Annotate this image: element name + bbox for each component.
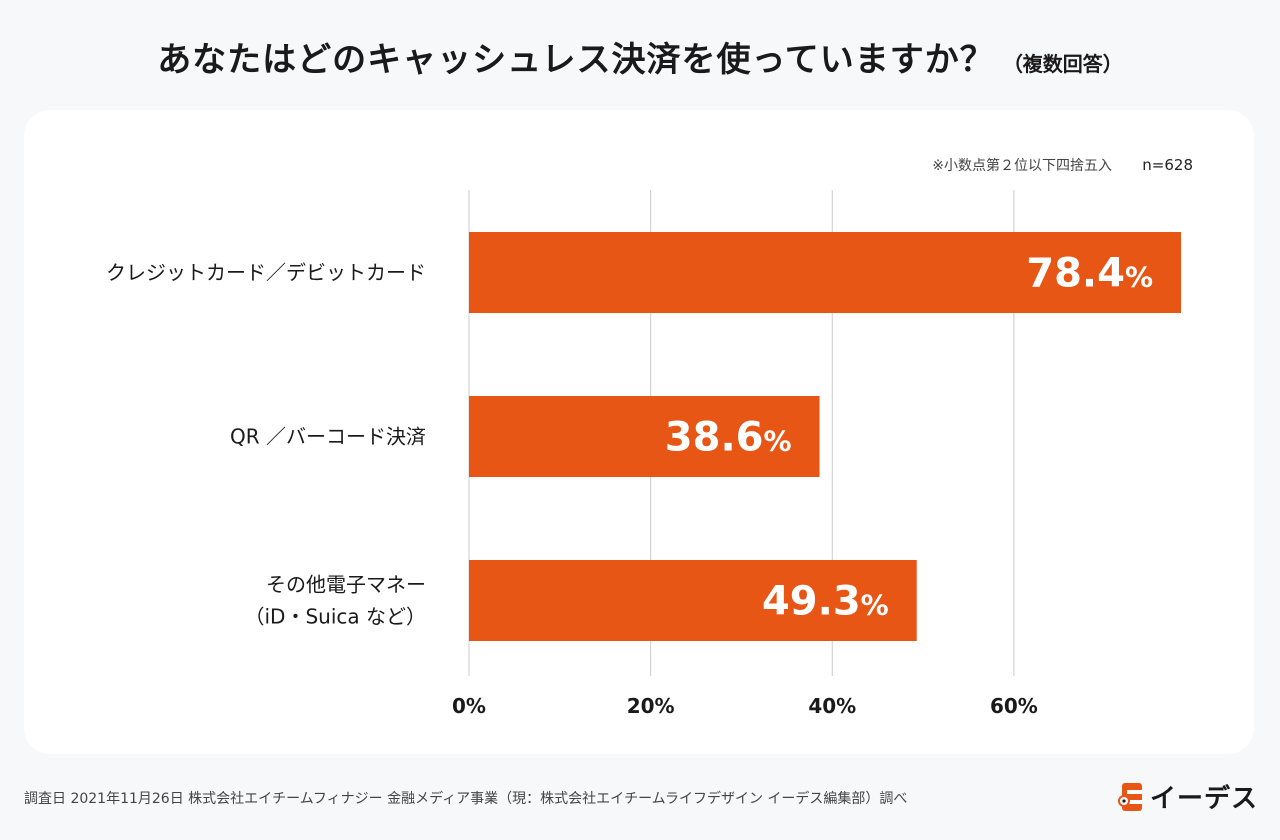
bar [469,232,1181,313]
x-tick-label: 60% [990,694,1038,718]
x-tick-label: 0% [452,694,486,718]
data-label: 49.3% [762,579,889,625]
category-label: クレジットカード／デビットカード [106,261,426,285]
x-tick-label: 20% [627,694,675,718]
brand-logo: イーデス [1118,778,1258,815]
title-main: あなたはどのキャッシュレス決済を使っていますか？ [157,40,995,80]
logo-text: イーデス [1150,784,1259,814]
footer-source: 調査日 2021年11月26日 株式会社エイチームフィナジー 金融メディア事業（… [24,791,908,807]
logo-mascot-icon [1118,782,1142,811]
x-tick-label: 40% [808,694,856,718]
data-label: 78.4% [1026,251,1153,297]
data-label: 38.6% [665,415,792,461]
bar [469,560,917,641]
chart-title: あなたはどのキャッシュレス決済を使っていますか？ （複数回答） [0,32,1280,81]
sample-size: n=628 [1142,156,1193,174]
category-label: QR ／バーコード決済 [230,425,426,449]
category-label: その他電子マネー [266,573,426,597]
chart-note: ※小数点第２位以下四捨五入 [932,157,1112,174]
bar [469,396,820,477]
title-subtitle: （複数回答） [1002,52,1123,76]
category-label: （iD・Suica など） [245,605,427,629]
